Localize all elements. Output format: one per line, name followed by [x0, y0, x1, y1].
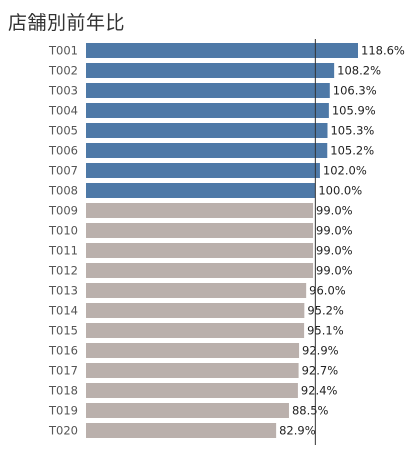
value-label-t009: 99.0% — [316, 204, 353, 218]
bar-t002[interactable] — [86, 63, 335, 78]
category-label-t010: T010 — [48, 224, 78, 238]
category-label-t013: T013 — [48, 284, 78, 298]
value-label-t019: 88.5% — [292, 404, 329, 418]
value-label-t005: 105.3% — [330, 124, 374, 138]
category-label-t020: T020 — [48, 424, 78, 438]
category-label-t003: T003 — [48, 84, 78, 98]
category-label-t001: T001 — [48, 44, 78, 58]
bar-t019[interactable] — [86, 403, 289, 418]
bar-t008[interactable] — [86, 183, 316, 198]
bar-t004[interactable] — [86, 103, 329, 118]
bar-t016[interactable] — [86, 343, 300, 358]
value-label-t001: 118.6% — [361, 44, 405, 58]
bar-t006[interactable] — [86, 143, 328, 158]
category-label-t018: T018 — [48, 384, 78, 398]
value-label-t004: 105.9% — [332, 104, 376, 118]
value-label-t002: 108.2% — [337, 64, 381, 78]
category-label-t005: T005 — [48, 124, 78, 138]
category-label-t002: T002 — [48, 64, 78, 78]
category-label-t019: T019 — [48, 404, 78, 418]
value-label-t020: 82.9% — [279, 424, 316, 438]
bar-t014[interactable] — [86, 303, 305, 318]
bar-t013[interactable] — [86, 283, 307, 298]
category-label-t014: T014 — [48, 304, 78, 318]
value-label-t008: 100.0% — [318, 184, 362, 198]
bar-t012[interactable] — [86, 263, 314, 278]
value-label-t007: 102.0% — [323, 164, 367, 178]
value-label-t014: 95.2% — [307, 304, 344, 318]
category-label-t009: T009 — [48, 204, 78, 218]
value-label-t003: 106.3% — [333, 84, 377, 98]
category-label-t011: T011 — [48, 244, 78, 258]
bar-t020[interactable] — [86, 423, 277, 438]
category-label-t008: T008 — [48, 184, 78, 198]
labels-group: T001 118.6% T002 108.2% T003 106.3% T004 105.9%… — [48, 44, 405, 438]
bar-t015[interactable] — [86, 323, 305, 338]
value-label-t018: 92.4% — [301, 384, 338, 398]
bar-t007[interactable] — [86, 163, 320, 178]
category-label-t006: T006 — [48, 144, 78, 158]
value-label-t016: 92.9% — [302, 344, 339, 358]
category-label-t015: T015 — [48, 324, 78, 338]
bar-t001[interactable] — [86, 43, 358, 58]
bar-t003[interactable] — [86, 83, 330, 98]
bars-group — [86, 43, 358, 438]
value-label-t013: 96.0% — [309, 284, 346, 298]
category-label-t017: T017 — [48, 364, 78, 378]
value-label-t006: 105.2% — [330, 144, 374, 158]
bar-t011[interactable] — [86, 243, 314, 258]
value-label-t011: 99.0% — [316, 244, 353, 258]
bar-t005[interactable] — [86, 123, 328, 138]
bar-t017[interactable] — [86, 363, 299, 378]
value-label-t012: 99.0% — [316, 264, 353, 278]
category-label-t012: T012 — [48, 264, 78, 278]
bar-t009[interactable] — [86, 203, 314, 218]
bar-t010[interactable] — [86, 223, 314, 238]
value-label-t015: 95.1% — [307, 324, 344, 338]
category-label-t007: T007 — [48, 164, 78, 178]
value-label-t010: 99.0% — [316, 224, 353, 238]
category-label-t016: T016 — [48, 344, 78, 358]
chart-title: 店舗別前年比 — [8, 12, 126, 34]
category-label-t004: T004 — [48, 104, 78, 118]
value-label-t017: 92.7% — [302, 364, 339, 378]
bar-t018[interactable] — [86, 383, 298, 398]
